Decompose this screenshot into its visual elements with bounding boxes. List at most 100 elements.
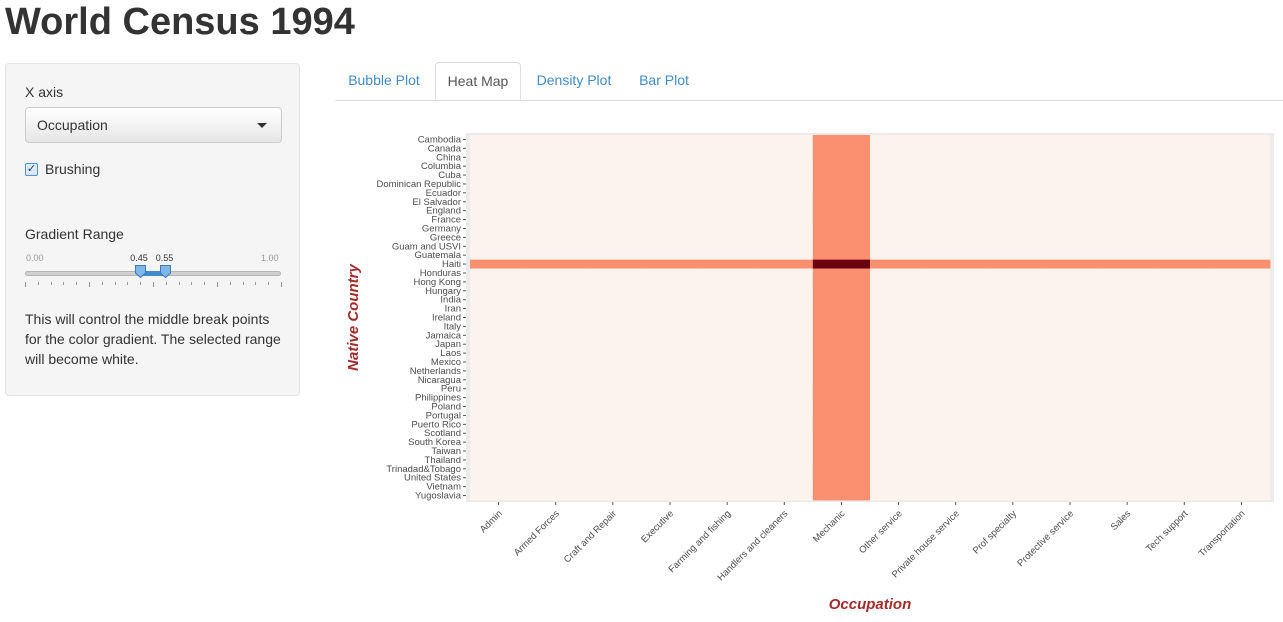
heatmap-cell <box>1155 410 1214 421</box>
heatmap-cell <box>870 215 928 225</box>
x-axis-select[interactable]: Occupation <box>25 107 282 143</box>
slider-tick <box>229 282 231 285</box>
heatmap-cell <box>527 357 585 367</box>
heatmap-cell <box>698 215 757 225</box>
heatmap-cell <box>1155 224 1214 234</box>
heatmap-cell <box>984 313 1042 323</box>
heatmap-cell <box>870 410 928 421</box>
tab-bar-plot[interactable]: Bar Plot <box>639 72 689 88</box>
heatmap-cell <box>527 277 585 287</box>
heatmap-cell <box>870 259 928 269</box>
heatmap-cell <box>1098 428 1157 439</box>
heatmap-cell <box>812 375 871 385</box>
heatmap-cell <box>584 277 642 287</box>
y-tick-label: Nicaragua <box>418 375 462 386</box>
heatmap-cell <box>870 437 928 447</box>
heatmap-cell <box>584 170 642 180</box>
heatmap-cell <box>812 330 871 341</box>
heatmap-cell <box>812 491 871 501</box>
heatmap-cell <box>584 224 642 234</box>
heatmap-cell <box>1212 295 1271 305</box>
heatmap-cell <box>870 419 928 430</box>
heatmap-cell <box>470 491 528 501</box>
heatmap-cell <box>1098 339 1157 350</box>
plot-tabs: Bubble Plot Heat Map Density Plot Bar Pl… <box>335 62 1283 101</box>
heatmap-cell <box>1041 135 1099 145</box>
heatmap-cell <box>527 295 585 305</box>
heatmap-cell <box>927 482 985 492</box>
slider-low-handle[interactable] <box>134 265 146 278</box>
heatmap-cell <box>1098 482 1157 492</box>
y-tick-label: Scotland <box>424 428 461 439</box>
heatmap-cell <box>1155 339 1214 350</box>
heatmap-cell <box>984 375 1042 385</box>
heatmap-cell <box>1155 250 1214 261</box>
y-tick-label: Cuba <box>438 170 461 181</box>
brushing-checkbox[interactable]: ✓ <box>25 163 38 176</box>
heatmap-cell <box>812 304 871 314</box>
heatmap-cell <box>584 232 642 243</box>
slider-tick <box>50 282 52 285</box>
heatmap-cell <box>698 348 757 358</box>
tab-density-plot[interactable]: Density Plot <box>536 72 612 88</box>
slider-low-value: 0.45 <box>130 253 148 263</box>
heatmap-cell <box>927 473 985 483</box>
heatmap-cell <box>812 473 871 483</box>
heatmap-cell <box>584 259 642 269</box>
heatmap-cell <box>984 339 1042 350</box>
heatmap-cell <box>870 295 928 305</box>
x-tick-label: Craft and Repair <box>562 508 619 565</box>
heatmap-cell <box>927 286 985 296</box>
heatmap-cell <box>1041 206 1099 216</box>
heatmap-cell <box>641 135 699 145</box>
heatmap-cell <box>1098 455 1157 465</box>
slider-high-handle[interactable] <box>160 265 172 278</box>
heatmap-cell <box>1098 375 1157 385</box>
heatmap-cell <box>1098 330 1157 341</box>
heatmap-cell <box>755 446 814 456</box>
heatmap-cell <box>470 428 528 439</box>
tab-bubble-plot[interactable]: Bubble Plot <box>348 72 420 88</box>
heatmap-cell <box>527 304 585 314</box>
heatmap-cell <box>1155 491 1214 501</box>
x-axis-title: Occupation <box>829 596 912 613</box>
heatmap-cell <box>698 286 757 296</box>
heatmap-cell <box>755 143 814 154</box>
heatmap-cell <box>1155 232 1214 243</box>
heatmap-cell <box>698 170 757 180</box>
heatmap-cell <box>812 393 871 403</box>
x-tick-label: Admin <box>478 508 505 535</box>
heatmap-cell <box>1041 473 1099 483</box>
heatmap-cell <box>584 410 642 421</box>
heatmap-cell <box>870 357 928 367</box>
heatmap-cell <box>755 384 814 394</box>
heatmap-cell <box>1155 304 1214 314</box>
heatmap-cell <box>584 357 642 367</box>
heatmap-cell <box>698 152 757 163</box>
heatmap-cell <box>584 482 642 492</box>
heatmap-cell <box>1041 161 1099 172</box>
heatmap-cell <box>527 330 585 341</box>
heatmap-cell <box>641 428 699 439</box>
heatmap-cell <box>470 473 528 483</box>
heatmap-cell <box>641 437 699 447</box>
heatmap-cell <box>1155 428 1214 439</box>
heatmap-cell <box>870 321 928 332</box>
y-tick-label: Canada <box>428 143 462 154</box>
heatmap-cell <box>527 197 585 207</box>
gradient-range-slider[interactable] <box>25 271 281 276</box>
heatmap-cell <box>812 206 871 216</box>
heatmap-cell <box>527 339 585 350</box>
heatmap-cell <box>1098 357 1157 367</box>
tab-heat-map[interactable]: Heat Map <box>435 62 521 100</box>
y-tick-label: Poland <box>431 402 461 413</box>
heatmap-cell <box>927 135 985 145</box>
slider-tick <box>268 282 270 285</box>
heatmap-cell <box>927 348 985 358</box>
heatmap-cell <box>584 384 642 394</box>
heatmap-cell <box>527 464 585 474</box>
heatmap-cell <box>641 161 699 172</box>
heatmap-cell <box>1155 286 1214 296</box>
heatmap-cell <box>1041 455 1099 465</box>
heatmap-cell <box>870 428 928 439</box>
